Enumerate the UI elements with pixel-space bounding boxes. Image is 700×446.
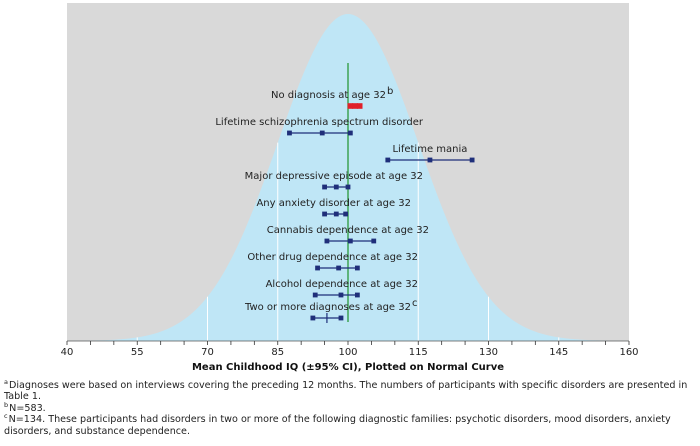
row-label: Lifetime mania	[392, 144, 467, 155]
row-label: Any anxiety disorder at age 32	[256, 198, 411, 209]
ci-low-marker	[315, 265, 320, 271]
ci-high-marker	[338, 315, 344, 321]
ci-low-marker	[310, 315, 316, 321]
ci-low-marker	[385, 157, 391, 163]
grid-layer	[136, 142, 560, 341]
series-row: Other drug dependence at age 32	[247, 252, 418, 271]
series-row: Major depressive episode at age 32	[245, 171, 423, 190]
series-row: Alcohol dependence at age 32	[266, 279, 418, 298]
ci-low-marker	[322, 184, 327, 190]
ci-low-marker	[312, 292, 318, 298]
row-label: Cannabis dependence at age 32	[267, 225, 429, 236]
x-tick-label: 70	[201, 347, 214, 358]
footnote-mark: a	[4, 377, 8, 386]
x-tick-label: 100	[338, 347, 357, 358]
chart: No diagnosis at age 32 b Lifetime schizoph…	[61, 3, 639, 373]
mean-marker	[427, 157, 433, 163]
mean-marker	[347, 238, 353, 244]
ci-high-marker	[354, 292, 360, 298]
row-label: Alcohol dependence at age 32	[266, 279, 418, 290]
x-axis: 40 55 70 85 100 115 130 145 160	[61, 340, 639, 358]
series-row: Lifetime schizophrenia spectrum disorder	[215, 117, 424, 136]
footnote-b: bN=583.	[4, 400, 696, 414]
series-row: Cannabis dependence at age 32	[267, 225, 429, 244]
x-tick-label: 145	[549, 347, 568, 358]
mean-marker	[333, 184, 339, 190]
row-label-note-mark: b	[387, 86, 393, 97]
mean-marker	[352, 103, 358, 109]
row-label: Other drug dependence at age 32	[247, 252, 418, 263]
ci-low-marker	[347, 103, 354, 109]
ci-low-marker	[324, 238, 330, 244]
x-axis-title: Mean Childhood IQ (±95% CI), Plotted on …	[192, 362, 504, 373]
ci-low-marker	[322, 211, 327, 217]
row-label: Two or more diagnoses at age 32	[244, 302, 411, 313]
ci-low-marker	[287, 130, 292, 136]
x-tick-label: 40	[61, 347, 74, 358]
footnotes: aDiagnoses were based on interviews cove…	[4, 377, 696, 437]
x-tick-label: 115	[409, 347, 428, 358]
ci-high-marker	[347, 130, 353, 136]
series-row: Two or more diagnoses at age 32 c	[244, 298, 418, 323]
x-tick-label: 130	[479, 347, 498, 358]
mean-marker	[338, 292, 344, 298]
footnote-text: Diagnoses were based on interviews cover…	[4, 380, 688, 403]
x-tick-label: 160	[619, 347, 638, 358]
x-tick-label: 55	[131, 347, 144, 358]
footnote-a: aDiagnoses were based on interviews cove…	[4, 377, 696, 403]
mean-marker	[336, 265, 342, 271]
ci-high-marker	[356, 103, 363, 109]
series-row: No diagnosis at age 32 b	[271, 86, 393, 109]
series-row: Any anxiety disorder at age 32	[256, 198, 411, 217]
series-layer: No diagnosis at age 32 b Lifetime schizoph…	[215, 86, 475, 323]
mean-marker	[333, 211, 339, 217]
footnote-text: N=583.	[9, 402, 46, 414]
ci-high-marker	[343, 211, 349, 217]
series-row: Lifetime mania	[385, 144, 475, 163]
ci-high-marker	[371, 238, 377, 244]
footnote-text: N=134. These participants had disorders …	[4, 414, 671, 437]
footnote-mark: c	[4, 412, 8, 421]
row-label: Lifetime schizophrenia spectrum disorder	[215, 117, 424, 128]
ci-high-marker	[469, 157, 475, 163]
row-label-note-mark: c	[412, 298, 418, 309]
ci-high-marker	[354, 265, 360, 271]
mean-marker	[319, 130, 325, 136]
footnote-mark: b	[4, 400, 9, 409]
row-label: Major depressive episode at age 32	[245, 171, 423, 182]
row-label: No diagnosis at age 32	[271, 90, 386, 101]
ci-high-marker	[345, 184, 351, 190]
footnote-c: cN=134. These participants had disorders…	[4, 412, 696, 437]
x-tick-label: 85	[271, 347, 284, 358]
